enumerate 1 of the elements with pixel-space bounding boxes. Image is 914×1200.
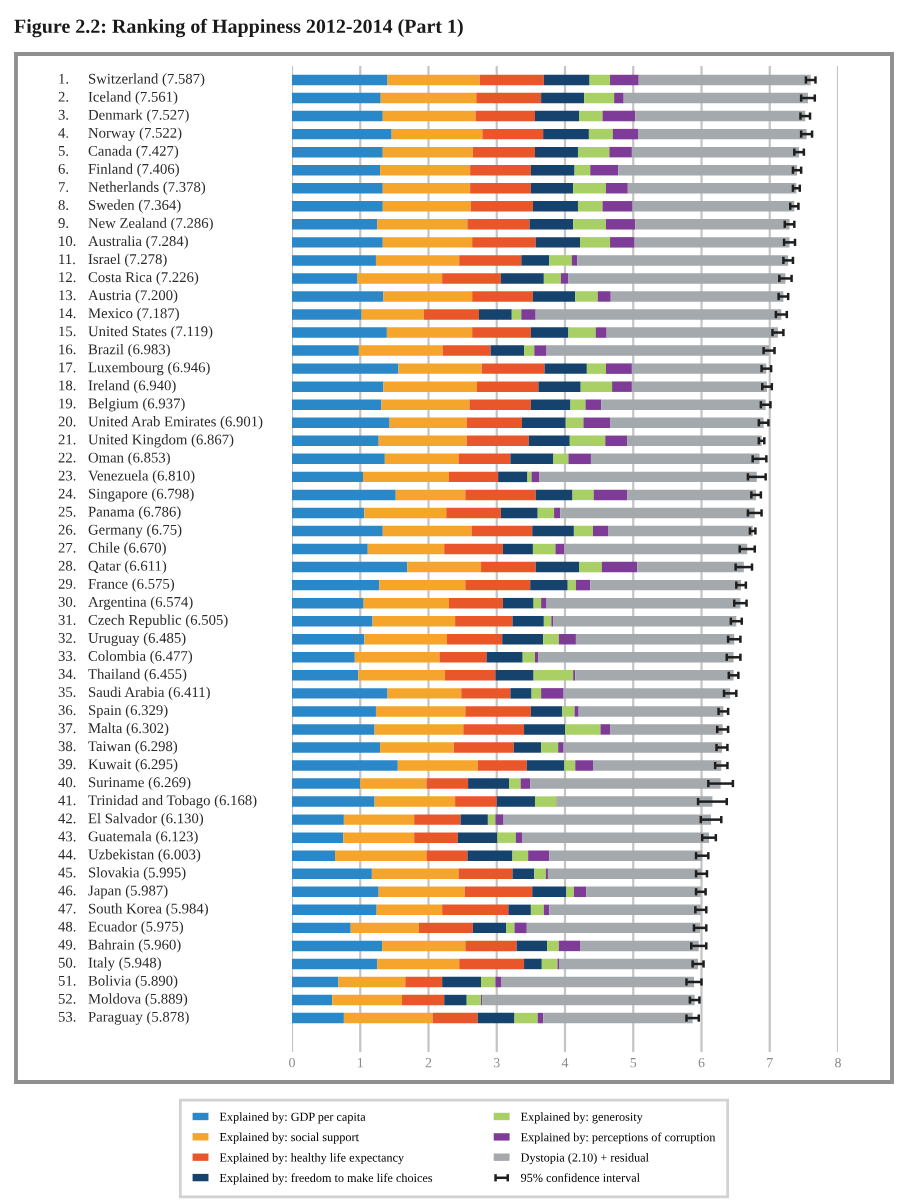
chart-title: Figure 2.2: Ranking of Happiness 2012-2014 (Part 1) bbox=[14, 18, 463, 38]
